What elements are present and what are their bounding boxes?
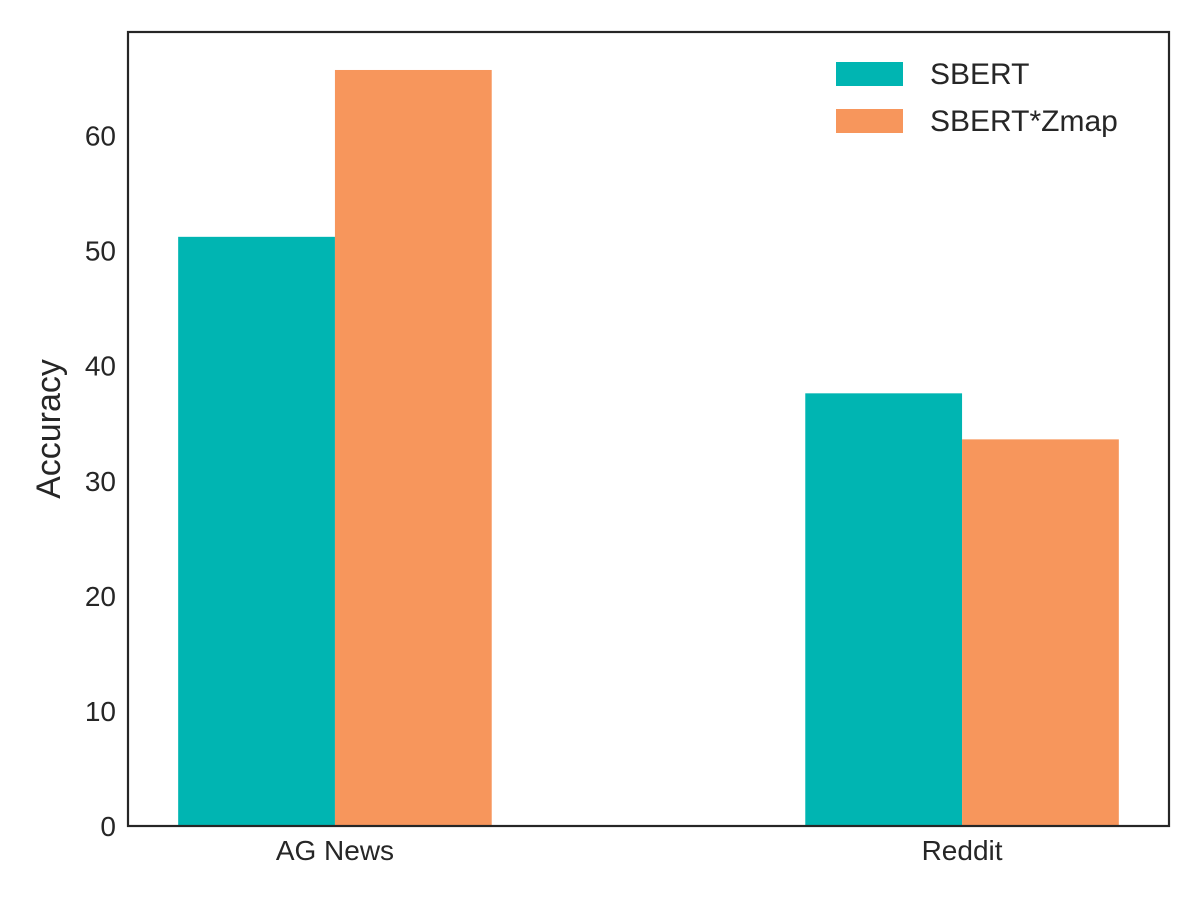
y-tick-label: 30: [85, 466, 116, 497]
y-tick-label: 0: [100, 811, 116, 842]
legend-swatch: [836, 109, 903, 133]
bar-sbert-ag-news: [178, 236, 335, 826]
y-tick-label: 60: [85, 121, 116, 152]
x-tick-label: Reddit: [922, 835, 1003, 866]
legend-label: SBERT: [930, 58, 1029, 91]
bar-sbert-reddit: [805, 393, 963, 826]
legend-swatch: [836, 62, 903, 86]
plot-frame: [126, 30, 1171, 828]
bar-sbert-zmap-reddit: [962, 439, 1119, 826]
y-tick-label: 10: [85, 696, 116, 727]
x-tick-label: AG News: [276, 835, 394, 866]
y-tick-label: 40: [85, 351, 116, 382]
y-tick-label: 20: [85, 581, 116, 612]
y-tick-label: 50: [85, 236, 116, 267]
x-tick-labels: AG News Reddit: [276, 835, 1003, 866]
bar-sbert-zmap-ag-news: [334, 69, 492, 826]
legend: SBERT SBERT*Zmap: [836, 58, 1118, 138]
y-axis-label: Accuracy: [30, 359, 68, 499]
legend-label: SBERT*Zmap: [930, 105, 1118, 138]
bars-layer: [178, 69, 1119, 826]
y-tick-labels: 0 10 20 30 40 50 60: [85, 121, 116, 842]
